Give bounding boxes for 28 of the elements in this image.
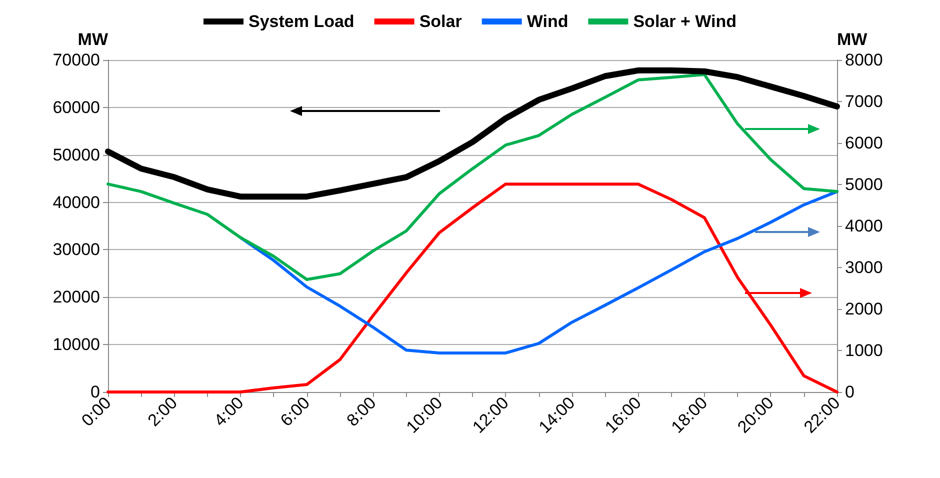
line-series bbox=[239, 190, 838, 354]
legend-label: Wind bbox=[526, 12, 568, 31]
x-tick-label: 6:00 bbox=[276, 393, 314, 430]
y-tick-label: 40000 bbox=[52, 192, 100, 212]
y2-tick-label: 3000 bbox=[845, 258, 883, 277]
y2-tick-label: 0 bbox=[845, 382, 854, 402]
y2-tick-label: 4000 bbox=[845, 216, 883, 236]
y-tick-label: 60000 bbox=[52, 98, 100, 117]
y-tick-label: 0 bbox=[90, 382, 100, 402]
y2-tick-label: 5000 bbox=[845, 175, 883, 194]
legend-label: Solar + Wind bbox=[633, 12, 736, 31]
line-series bbox=[106, 73, 838, 282]
y-tick-label: 10000 bbox=[52, 335, 100, 354]
y2-tick-label: 2000 bbox=[845, 300, 883, 318]
y-tick-label: 20000 bbox=[52, 288, 100, 307]
y2-tick-label: 1000 bbox=[845, 341, 883, 360]
x-tick-label: 4:00 bbox=[210, 393, 248, 430]
y2-tick-label: 6000 bbox=[845, 134, 883, 152]
x-tick-label: 8:00 bbox=[342, 393, 380, 430]
y-tick-label: 50000 bbox=[52, 145, 100, 164]
y-tick-label: 30000 bbox=[52, 240, 100, 260]
y-axis-title: MW bbox=[78, 30, 109, 49]
y2-tick-label: 7000 bbox=[845, 92, 883, 111]
legend-label: System Load bbox=[248, 12, 354, 31]
y2-tick-label: 8000 bbox=[845, 50, 883, 70]
y-tick-label: 70000 bbox=[52, 50, 100, 70]
legend-label: Solar bbox=[419, 12, 462, 31]
y2-axis-title: MW bbox=[837, 30, 868, 49]
